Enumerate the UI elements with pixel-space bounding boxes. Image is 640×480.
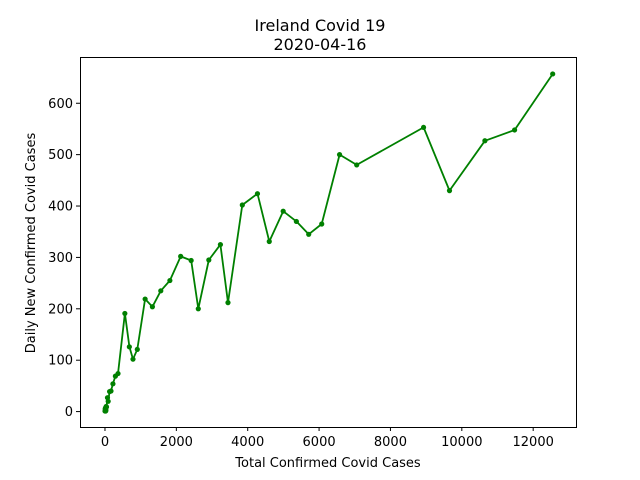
x-tick-label: 10000 xyxy=(441,435,482,450)
data-point xyxy=(293,218,299,225)
data-point xyxy=(239,202,245,208)
data-point xyxy=(319,221,325,227)
y-tick-label: 200 xyxy=(48,302,73,317)
x-tick-label: 4000 xyxy=(231,435,264,450)
data-point xyxy=(126,344,132,350)
data-point xyxy=(134,346,140,353)
data-point xyxy=(105,398,111,404)
data-point xyxy=(130,356,136,362)
data-point xyxy=(188,257,194,264)
data-point xyxy=(217,241,224,248)
series-line xyxy=(104,73,554,413)
data-point xyxy=(108,388,114,394)
data-point xyxy=(254,191,261,197)
data-point xyxy=(336,152,343,158)
x-tick-label: 2000 xyxy=(160,435,193,450)
data-point xyxy=(511,127,518,133)
data-point xyxy=(103,404,110,410)
data-point xyxy=(446,188,453,194)
x-tick-label: 0 xyxy=(101,435,109,450)
data-point xyxy=(206,257,212,263)
y-tick-label: 500 xyxy=(48,148,73,163)
data-point xyxy=(195,306,201,312)
data-point xyxy=(482,138,488,144)
data-point xyxy=(149,304,156,310)
y-tick-label: 300 xyxy=(48,251,73,266)
series-layer xyxy=(102,71,556,414)
y-tick-label: 400 xyxy=(48,200,73,215)
data-point xyxy=(142,296,148,302)
data-point xyxy=(115,370,121,377)
chart-subtitle: 2020-04-16 xyxy=(274,35,367,54)
data-point xyxy=(280,208,286,214)
data-point xyxy=(550,71,556,77)
data-point xyxy=(158,288,164,294)
x-tick-label: 6000 xyxy=(303,435,336,450)
plot-frame xyxy=(80,57,577,428)
x-tick-label: 12000 xyxy=(513,435,554,450)
y-axis-label: Daily New Confirmed Covid Cases xyxy=(24,133,39,354)
data-point xyxy=(306,231,312,237)
data-point xyxy=(110,381,116,387)
data-point xyxy=(167,277,173,284)
data-point xyxy=(178,253,184,259)
data-point xyxy=(266,238,272,245)
axis-ticks: 0 2000 4000 6000 8000 10000 12000 0 100 200 300 400… xyxy=(48,97,554,450)
x-tick-label: 8000 xyxy=(374,435,407,450)
x-axis-label: Total Confirmed Covid Cases xyxy=(234,456,421,471)
chart-title: Ireland Covid 19 xyxy=(255,16,386,35)
y-tick-label: 0 xyxy=(65,405,73,420)
y-tick-label: 100 xyxy=(48,354,73,369)
data-point xyxy=(420,124,427,131)
y-tick-label: 600 xyxy=(48,97,73,112)
data-point xyxy=(225,300,231,306)
data-point xyxy=(122,310,128,317)
data-point xyxy=(354,162,360,168)
